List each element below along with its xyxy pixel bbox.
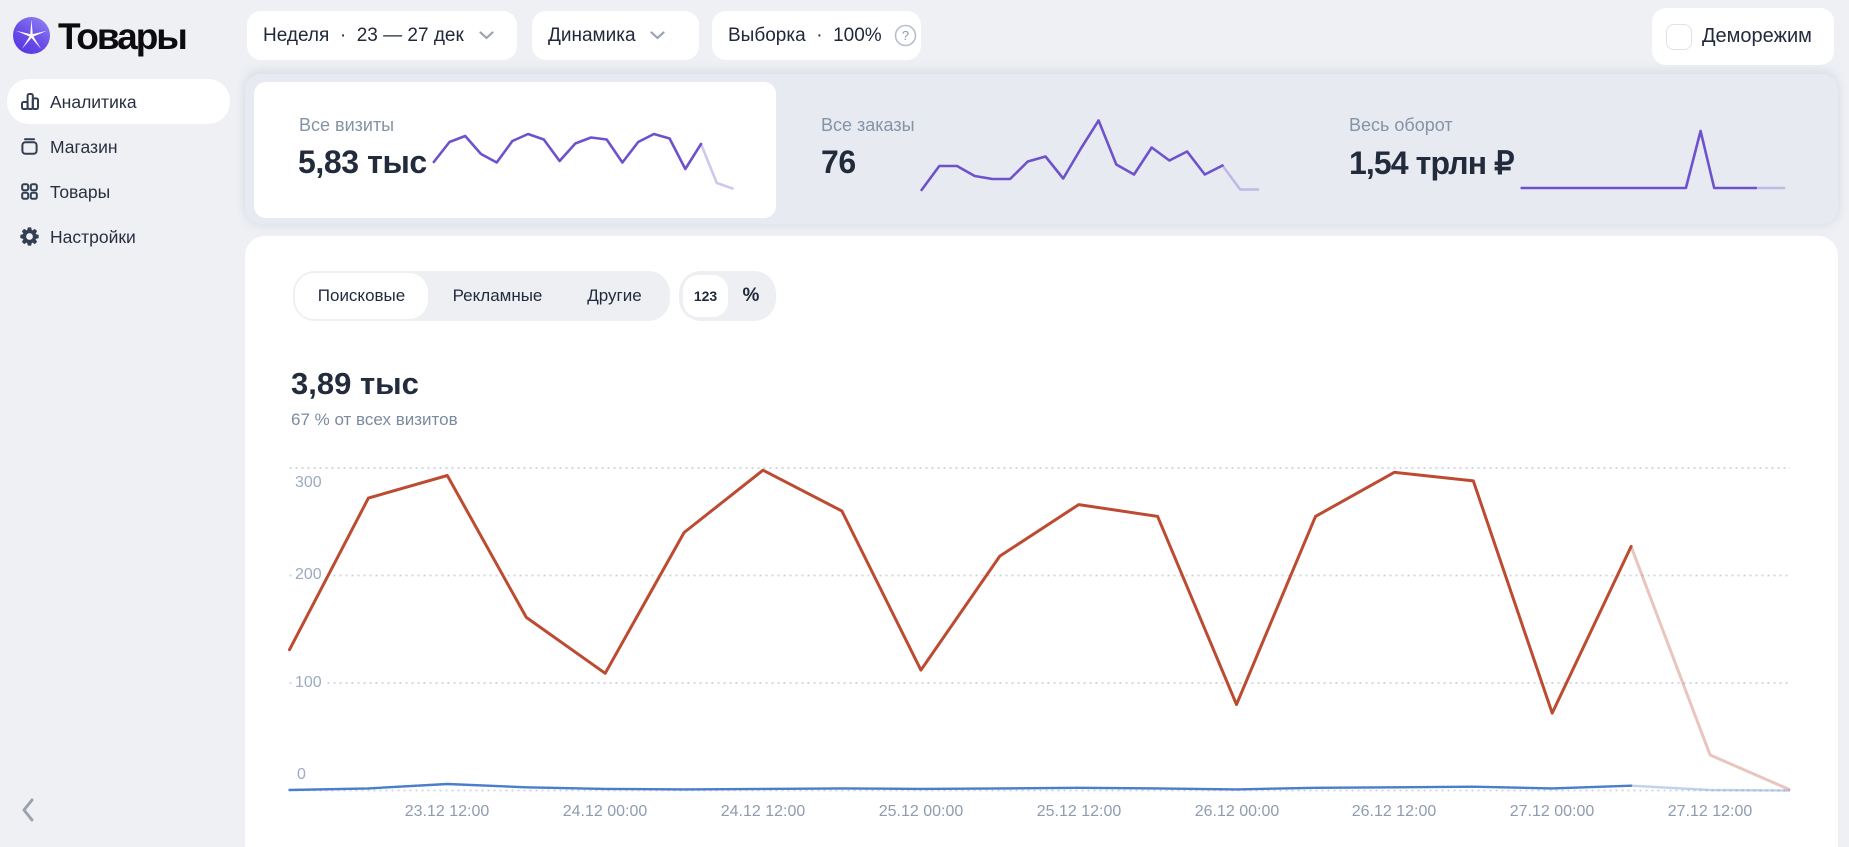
svg-text:?: ? [902,28,909,43]
